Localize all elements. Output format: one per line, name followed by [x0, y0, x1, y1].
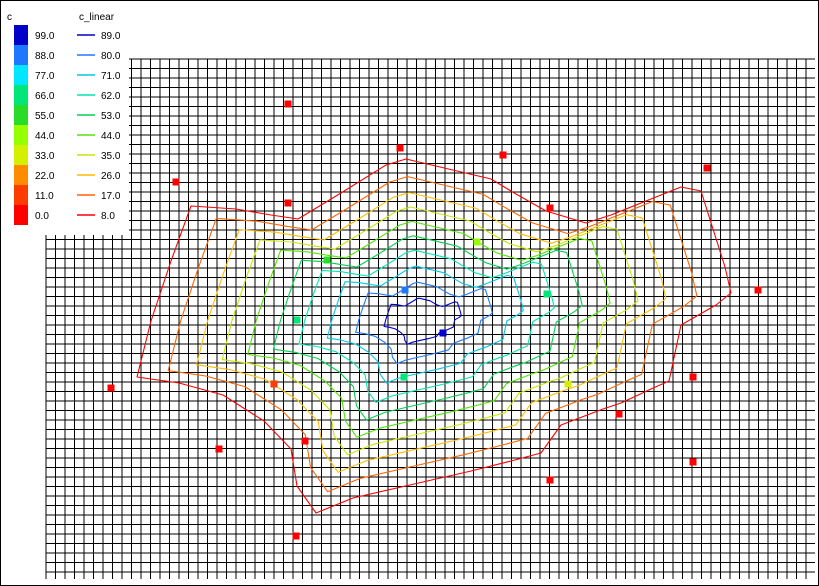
data-point	[473, 238, 481, 246]
data-point	[400, 373, 408, 381]
data-point	[292, 532, 300, 540]
data-point	[499, 151, 507, 159]
data-point	[439, 329, 447, 337]
data-point	[270, 380, 278, 388]
contour-legend-label: 80.0	[101, 51, 121, 62]
point-legend-swatch	[14, 65, 28, 85]
point-legend-label: 77.0	[35, 71, 55, 82]
point-legend-swatch	[14, 45, 28, 65]
contour-line-8	[136, 158, 732, 514]
point-legend-label: 33.0	[35, 151, 55, 162]
data-point	[396, 144, 404, 152]
contour-line-89	[383, 297, 462, 345]
contour-line-62	[298, 249, 555, 403]
data-point	[172, 178, 180, 186]
contour-legend-label: 44.0	[101, 131, 121, 142]
contour-legend-title: c_linear	[79, 12, 115, 23]
data-point	[301, 437, 309, 445]
point-legend-label: 55.0	[35, 111, 55, 122]
contour-line-80	[355, 281, 493, 365]
data-points	[107, 100, 762, 540]
data-point	[215, 445, 223, 453]
data-point	[323, 256, 331, 264]
data-point	[543, 290, 551, 298]
point-legend-label: 0.0	[35, 211, 49, 222]
point-legend-label: 44.0	[35, 131, 55, 142]
data-point	[689, 373, 697, 381]
contour-legend-label: 17.0	[101, 191, 121, 202]
contour-legend-label: 53.0	[101, 111, 121, 122]
point-legend-title: c	[7, 12, 12, 23]
contour-lines	[136, 158, 732, 514]
data-point	[293, 316, 301, 324]
contour-legend-label: 26.0	[101, 171, 121, 182]
point-legend-swatch	[14, 145, 28, 165]
data-point	[546, 476, 554, 484]
point-legend-swatch	[14, 165, 28, 185]
point-legend-label: 11.0	[35, 191, 54, 202]
point-legend-label: 88.0	[35, 51, 55, 62]
data-point	[564, 380, 572, 388]
data-point	[615, 410, 623, 418]
point-legend-label: 99.0	[35, 31, 55, 42]
contour-legend-label: 8.0	[101, 211, 115, 222]
contour-line-26	[196, 192, 667, 473]
contour-legend-label: 71.0	[101, 71, 121, 82]
contour-line-71	[326, 265, 524, 384]
point-legend-swatch	[14, 85, 28, 105]
data-point	[107, 384, 115, 392]
data-point	[689, 458, 697, 466]
data-point	[284, 100, 292, 108]
contour-line-44	[247, 220, 611, 438]
contour-line-35	[221, 206, 639, 456]
point-legend-swatch	[14, 105, 28, 125]
point-legend-label: 22.0	[35, 171, 55, 182]
point-legend-swatch	[14, 205, 28, 225]
contour-line-17	[167, 176, 698, 493]
contour-legend-label: 35.0	[101, 151, 121, 162]
point-legend-swatch	[14, 125, 28, 145]
data-point	[401, 286, 409, 294]
contour-line-53	[272, 235, 583, 421]
contour-legend-label: 89.0	[101, 31, 121, 42]
point-legend-label: 66.0	[35, 91, 55, 102]
grid-mesh	[45, 58, 815, 579]
point-legend-swatch	[14, 25, 28, 45]
data-point	[284, 199, 292, 207]
contour-legend-label: 62.0	[101, 91, 121, 102]
data-point	[546, 204, 554, 212]
legend: c c_linear 99.0 88.0 77.0 66.0 55.0 44.0 33.0 2…	[1, 1, 129, 235]
data-point	[754, 286, 762, 294]
point-legend-swatch	[14, 185, 28, 205]
data-point	[703, 164, 711, 172]
